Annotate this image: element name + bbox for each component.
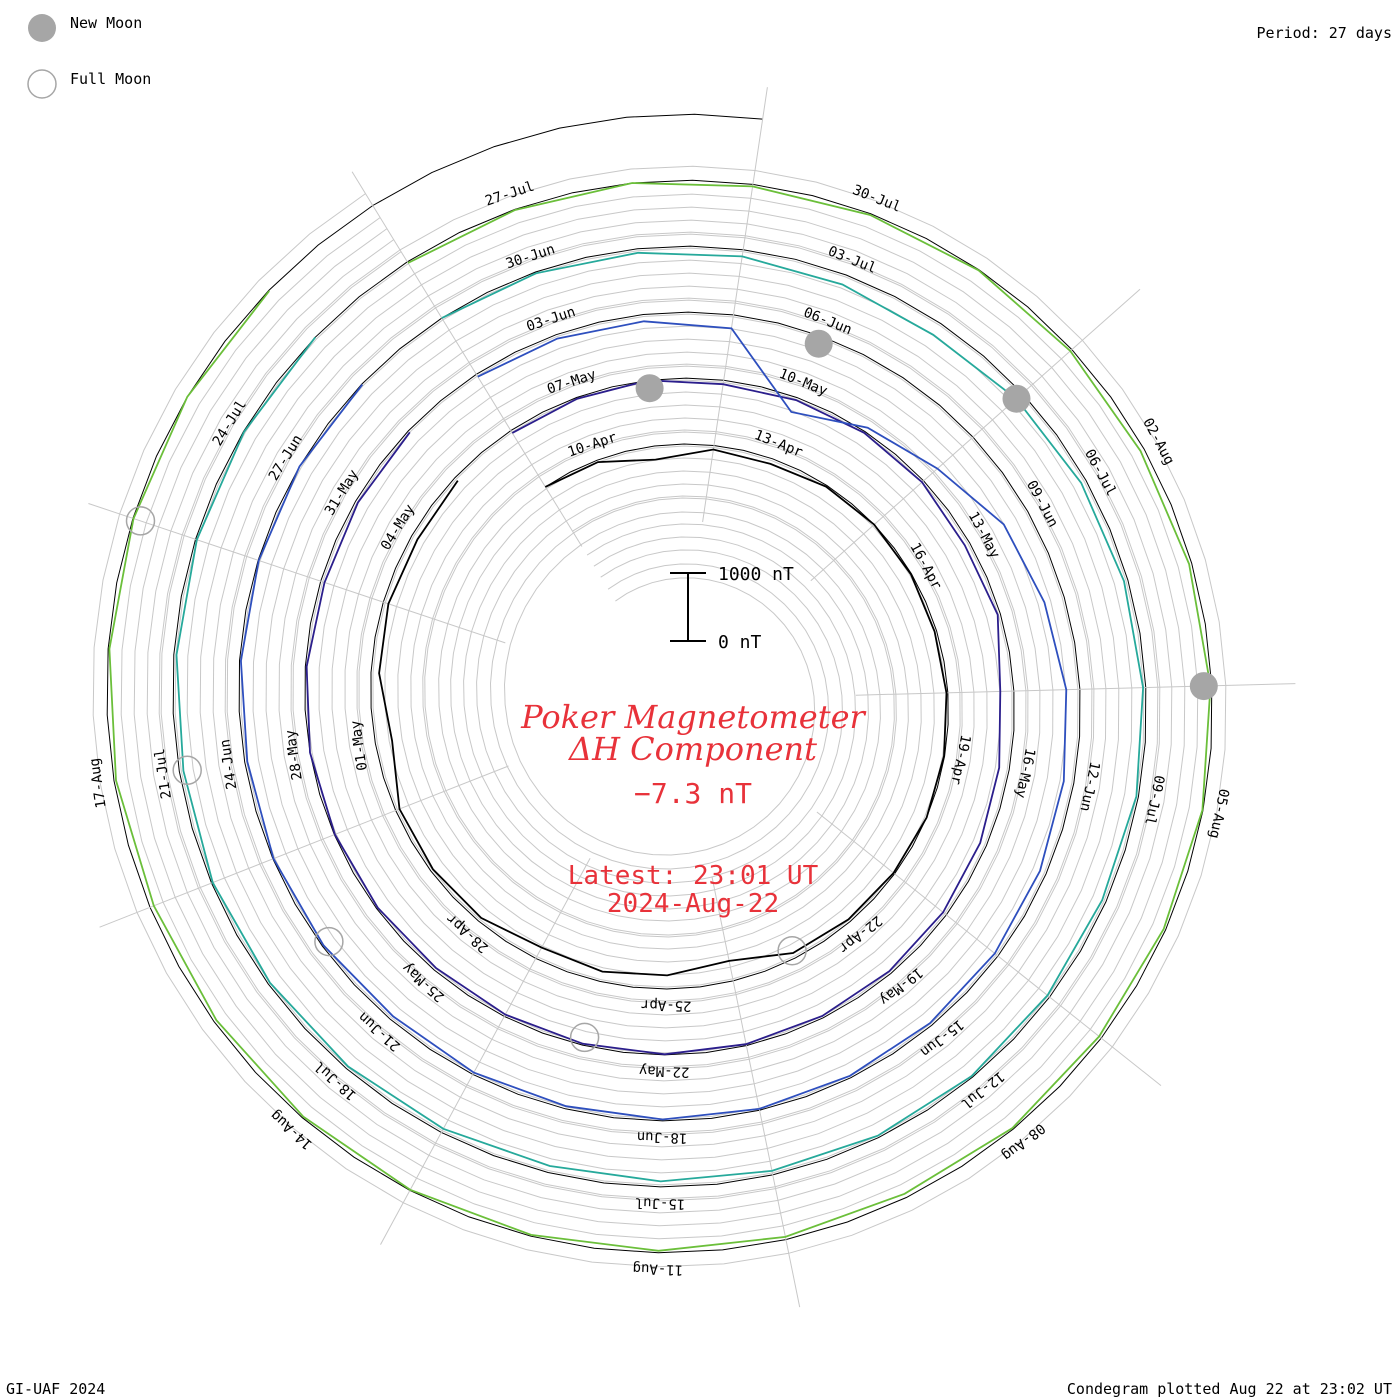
date-label: 24-Jun [217, 738, 240, 790]
date-label: 01-May [348, 719, 371, 771]
radial-spoke [816, 811, 1162, 1086]
date-label: 15-Jul [634, 1194, 685, 1212]
date-label: 05-Aug [1206, 787, 1232, 840]
scale-bar-bottom-label: 0 nT [718, 632, 762, 653]
date-label: 12-Jun [1077, 760, 1103, 813]
radial-spoke [99, 765, 509, 928]
new-moon-marker [1189, 672, 1218, 701]
date-label: 11-Aug [632, 1260, 683, 1278]
date-label: 16-Apr [907, 540, 945, 592]
credit-label: GI-UAF 2024 [6, 1380, 105, 1398]
date-label: 08-Aug [998, 1120, 1048, 1164]
period-label: Period: 27 days [1257, 24, 1392, 42]
full-moon-marker [777, 935, 807, 966]
series-line-0 [378, 448, 948, 977]
current-value: −7.3 nT [634, 777, 752, 810]
radial-spoke [88, 503, 506, 644]
new-moon-marker [804, 329, 833, 358]
chart-title-line1: Poker Magnetometer [520, 698, 866, 736]
series-line-1 [305, 379, 1002, 1056]
date-label: 19-Apr [947, 733, 973, 786]
series-layer [108, 182, 1212, 1252]
date-label: 10-May [777, 366, 830, 400]
date-label: 09-Jun [1023, 478, 1061, 530]
radial-spoke [855, 683, 1296, 696]
series-line-3 [175, 251, 1145, 1183]
new-moon-legend-label: New Moon [70, 14, 142, 32]
date-label: 22-May [639, 1062, 690, 1080]
date-label: 17-Aug [87, 757, 110, 809]
scale-bar: 1000 nT 0 nT [670, 564, 794, 653]
chart-title-line2: ΔH Component [567, 730, 817, 768]
plotted-timestamp: Condegram plotted Aug 22 at 23:02 UT [1067, 1380, 1392, 1398]
series-line-4 [108, 182, 1212, 1252]
radial-spoke [711, 876, 801, 1308]
full-moon-marker [172, 755, 202, 786]
moon-layer [125, 329, 1218, 1053]
date-label: 30-Jul [850, 182, 903, 216]
series-line-2 [239, 320, 1068, 1121]
radial-spoke [380, 857, 591, 1245]
date-label: 13-May [965, 509, 1003, 561]
date-label: 06-Jul [1081, 447, 1119, 499]
date-label: 18-Jun [637, 1128, 688, 1146]
date-label: 09-Jul [1141, 774, 1167, 827]
date-label: 16-May [1012, 747, 1038, 800]
radial-spoke [810, 288, 1141, 582]
new-moon-marker [635, 374, 664, 403]
full-moon-marker [125, 506, 156, 536]
date-label: 14-Aug [267, 1107, 315, 1153]
date-label: 25-Apr [641, 996, 692, 1014]
new-moon-marker [1002, 384, 1031, 413]
full-moon-marker [569, 1022, 600, 1053]
radial-spoke [351, 171, 583, 547]
full-moon-legend-label: Full Moon [70, 70, 151, 88]
scale-bar-top-label: 1000 nT [718, 564, 794, 585]
latest-date: 2024-Aug-22 [607, 889, 779, 919]
grid-layer [88, 87, 1296, 1308]
latest-time: Latest: 23:01 UT [568, 861, 819, 891]
date-label: 28-May [283, 729, 306, 781]
full-moon-legend-icon [27, 69, 57, 99]
full-moon-marker [314, 926, 344, 957]
date-label: 13-Apr [752, 427, 805, 461]
date-label: 21-Jul [152, 747, 175, 799]
date-label: 03-Jul [826, 243, 879, 277]
new-moon-legend-icon [28, 14, 56, 42]
